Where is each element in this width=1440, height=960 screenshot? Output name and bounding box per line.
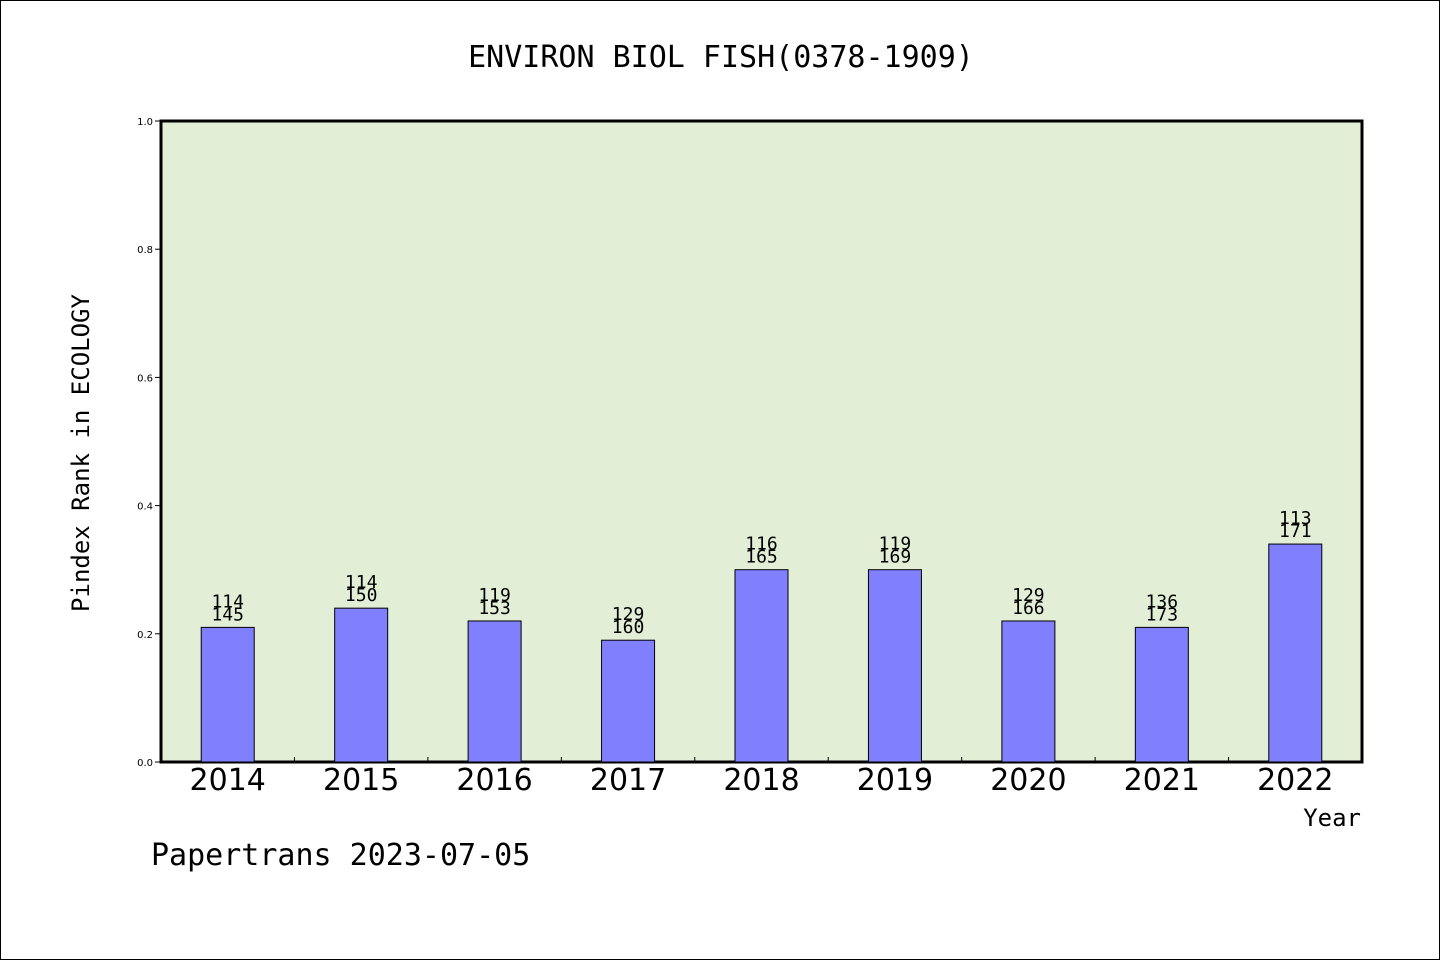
x-tick-label: 2019 (857, 763, 933, 798)
bar (1134, 626, 1189, 763)
bar (334, 607, 389, 763)
bar-rank-label: 113 (1279, 508, 1312, 529)
bar (601, 639, 656, 763)
bar-rank-label: 119 (879, 534, 912, 555)
x-tick-label: 2016 (456, 763, 532, 798)
bar (1268, 543, 1323, 763)
bar (867, 569, 922, 763)
y-tick-label: 1.0 (137, 117, 153, 128)
bar-rank-label: 129 (1012, 585, 1045, 606)
bar-total-label: 173 (1146, 604, 1179, 625)
footer-watermark: Papertrans 2023-07-05 (151, 838, 530, 873)
x-tick-label: 2015 (323, 763, 399, 798)
x-axis-label: Year (1303, 804, 1361, 832)
x-tick-label: 2018 (723, 763, 799, 798)
x-tick-label: 2021 (1124, 763, 1200, 798)
bar-rank-label: 114 (211, 591, 244, 612)
y-tick-label: 0.2 (137, 630, 153, 641)
y-tick-label: 0.0 (137, 758, 153, 769)
y-axis: 0.0 0.2 0.4 0.6 0.8 1.0 (137, 117, 161, 769)
chart-title: ENVIRON BIOL FISH(0378-1909) (468, 40, 974, 75)
bar-total-label: 150 (345, 585, 378, 606)
bar-total-label: 171 (1279, 521, 1312, 542)
bar-total-label: 165 (745, 547, 778, 568)
bar-total-label: 145 (211, 604, 244, 625)
y-tick-label: 0.4 (137, 502, 153, 513)
bar-rank-label: 119 (478, 585, 511, 606)
y-tick-label: 0.6 (137, 373, 153, 384)
bar-total-label: 153 (478, 598, 511, 619)
bar (467, 620, 522, 763)
bar (734, 569, 789, 763)
y-axis-label: Pindex Rank in ECOLOGY (67, 294, 95, 612)
x-tick-label: 2014 (190, 763, 266, 798)
bar (200, 626, 255, 763)
bar (1001, 620, 1056, 763)
bar-total-label: 169 (879, 547, 912, 568)
x-tick-label: 2020 (990, 763, 1066, 798)
bar-total-label: 160 (612, 617, 645, 638)
x-tick-label: 2022 (1257, 763, 1333, 798)
bar-rank-label: 136 (1146, 591, 1179, 612)
x-axis: 2014 2015 2016 2017 2018 2019 2020 2021 2022 (190, 757, 1333, 798)
bar-total-label: 166 (1012, 598, 1045, 619)
bar-rank-label: 129 (612, 604, 645, 625)
x-tick-label: 2017 (590, 763, 666, 798)
y-tick-label: 0.8 (137, 245, 153, 256)
bar-rank-label: 116 (745, 534, 778, 555)
bar-rank-label: 114 (345, 572, 378, 593)
